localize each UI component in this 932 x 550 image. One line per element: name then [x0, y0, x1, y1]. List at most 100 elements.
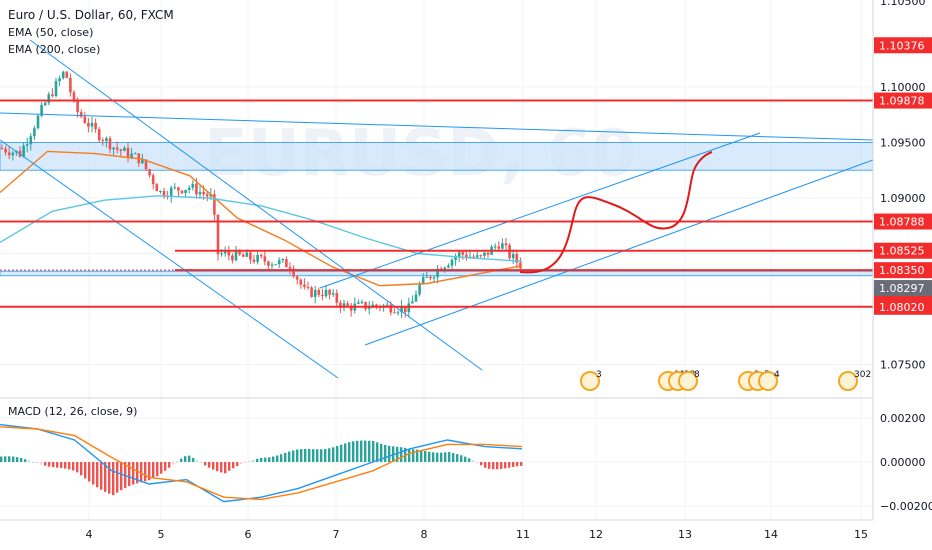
macd-histogram-bar: [320, 449, 323, 462]
candle-body: [418, 283, 421, 295]
candle-body: [155, 184, 159, 192]
time-tick-label: 6: [245, 528, 252, 541]
price-label-bg: [874, 280, 932, 297]
macd-histogram-bar: [284, 452, 287, 462]
macd-histogram-bar: [140, 462, 143, 483]
macd-histogram-bar: [148, 462, 151, 481]
macd-histogram-bar: [376, 442, 379, 462]
macd-histogram-bar: [476, 462, 479, 463]
macd-histogram-bar: [100, 462, 103, 490]
candle-body: [108, 138, 112, 150]
time-tick-label: 15: [854, 528, 868, 541]
candle-body: [321, 294, 324, 297]
candle-body: [331, 293, 335, 295]
trend-line: [0, 112, 874, 141]
candle-body: [249, 252, 252, 260]
macd-histogram-bar: [240, 462, 243, 465]
macd-histogram-bar: [316, 449, 319, 462]
macd-legend[interactable]: MACD (12, 26, close, 9): [8, 405, 138, 418]
macd-histogram-bar: [256, 459, 259, 462]
candle-body: [220, 253, 223, 255]
candle-body: [447, 265, 450, 268]
macd-histogram-bar: [436, 452, 439, 462]
candle-body: [141, 159, 144, 164]
macd-histogram-bar: [80, 462, 83, 476]
macd-histogram-bar: [92, 462, 95, 485]
macd-histogram-bar: [0, 456, 3, 462]
macd-histogram-bar: [416, 449, 419, 462]
trend-lines: [0, 39, 874, 379]
candle-body: [54, 81, 58, 96]
candle-body: [425, 276, 429, 278]
macd-histogram-bar: [264, 457, 267, 462]
macd-histogram-bar: [160, 462, 163, 474]
price-label: 1.08788: [879, 216, 925, 229]
candle-body: [472, 256, 475, 258]
macd-histogram-bar: [480, 462, 483, 466]
macd-histogram-bar: [136, 462, 139, 484]
price-label-bg: [874, 37, 932, 54]
ema-lines: [0, 150, 523, 287]
ema200-legend[interactable]: EMA (200, close): [8, 43, 101, 56]
macd-histogram-bar: [400, 447, 403, 462]
candle-body: [288, 267, 292, 269]
candle-body: [414, 294, 418, 302]
candle-body: [497, 246, 501, 249]
macd-histogram-bar: [44, 462, 47, 466]
candle-body: [504, 243, 508, 246]
candle-body: [339, 302, 342, 308]
price-label-bg: [874, 298, 932, 315]
candle-body: [454, 256, 457, 260]
ema200-line: [0, 195, 523, 262]
candle-body: [58, 78, 61, 82]
event-flag-group: 3: [580, 370, 602, 391]
candle-body: [97, 129, 101, 141]
economic-events: 3 11228 254 302: [580, 370, 871, 391]
ema50-line: [0, 150, 523, 287]
grid: [0, 0, 873, 520]
macd-histogram-bar: [420, 450, 423, 462]
candle-body: [162, 190, 166, 197]
candle-body: [173, 187, 177, 189]
candle-body: [461, 252, 465, 255]
macd-histogram-bar: [168, 462, 171, 468]
trend-line: [319, 132, 761, 289]
candle-body: [7, 152, 11, 156]
candle-body: [385, 304, 389, 306]
macd-histogram-bar: [276, 455, 279, 462]
candle-body: [198, 191, 202, 195]
macd-histogram-bar: [456, 454, 459, 462]
macd-histogram-bar: [348, 442, 351, 462]
candle-body: [202, 191, 205, 195]
candle-body: [346, 303, 349, 306]
macd-histogram-bar: [172, 462, 175, 465]
candle-body: [216, 214, 220, 255]
macd-histogram-bar: [84, 462, 87, 479]
candle-body: [393, 312, 396, 314]
candle-body: [151, 175, 155, 185]
trend-line: [364, 159, 874, 346]
ema50-legend[interactable]: EMA (50, close): [8, 26, 94, 39]
macd-histogram-bar: [360, 440, 363, 462]
candle-body: [231, 255, 234, 261]
price-label-bg: [874, 242, 932, 259]
price-label: 1.08350: [879, 264, 925, 277]
macd-histogram-bar: [364, 440, 367, 462]
event-count: 3: [596, 370, 602, 380]
candle-body: [403, 306, 407, 313]
event-count: 8: [694, 370, 700, 380]
time-tick-label: 13: [678, 528, 692, 541]
macd-histogram-bar: [508, 462, 511, 468]
macd-histogram-bar: [60, 462, 63, 469]
candle-body: [511, 254, 515, 259]
candle-body: [285, 259, 288, 268]
macd-histogram-bar: [280, 454, 283, 462]
macd-histogram-bar: [96, 462, 99, 488]
macd-histogram-bar: [52, 462, 55, 468]
candle-body: [105, 138, 108, 142]
macd-histogram-bar: [380, 443, 383, 462]
candle-body: [29, 136, 33, 145]
macd-histogram-bar: [384, 444, 387, 462]
